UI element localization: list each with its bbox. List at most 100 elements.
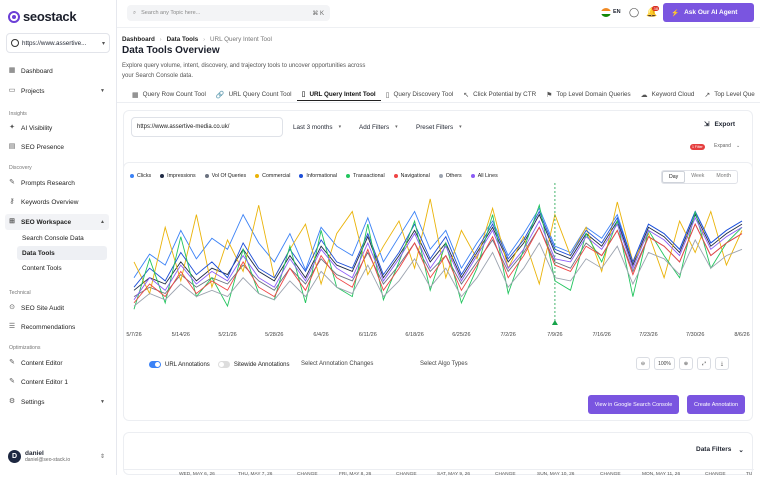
sidebar-item-dashboard[interactable]: ▦ Dashboard: [5, 63, 109, 79]
sidebar-subitem-content-tools[interactable]: Content Tools: [22, 264, 62, 272]
sidebar-item-content-editor-1[interactable]: ✎ Content Editor 1: [5, 374, 109, 390]
tab-label: URL Query Count Tool: [228, 91, 292, 98]
sidebar-item-label: Content Editor: [21, 359, 63, 367]
series-line-impressions[interactable]: [133, 213, 743, 291]
tab-url-query-intent[interactable]: ▯ URL Query Intent Tool: [296, 88, 381, 101]
help-chat-icon[interactable]: ◯: [629, 7, 640, 17]
bell-icon[interactable]: 🔔: [646, 7, 658, 17]
sidebar-item-ai-visibility[interactable]: ✦ AI Visibility: [5, 120, 109, 136]
create-annotation-button[interactable]: Create Annotation: [687, 395, 745, 414]
language-selector[interactable]: EN: [613, 9, 621, 15]
chart-icon: ▤: [8, 143, 16, 150]
section-header-technical: Technical: [9, 290, 31, 296]
annotation-changes-select[interactable]: Select Annotation Changes: [301, 361, 374, 367]
export-icon: ⇲: [704, 121, 710, 128]
sidebar-item-projects[interactable]: ▭ Projects ▼: [5, 83, 109, 99]
x-tick-label: 6/18/26: [405, 332, 423, 338]
sidebar-item-seo-presence[interactable]: ▤ SEO Presence: [5, 139, 109, 155]
chevron-down-icon: ⌄: [738, 447, 744, 454]
view-in-gsc-button[interactable]: View in Google Search Console: [588, 395, 679, 414]
tab-query-discovery[interactable]: ▯ Query Discovery Tool: [381, 88, 459, 101]
tab-click-potential[interactable]: ↖ Click Potential by CTR: [458, 88, 541, 101]
zoom-in-icon[interactable]: ⊕: [679, 357, 693, 370]
granularity-day[interactable]: Day: [662, 171, 686, 183]
doc-icon: ▯: [385, 91, 390, 99]
data-filters-button[interactable]: Data Filters ⌄: [696, 446, 744, 454]
legend-dot: [130, 174, 134, 178]
legend-item[interactable]: Informational: [299, 173, 337, 179]
tab-url-query-count[interactable]: 🔗 URL Query Count Tool: [211, 88, 297, 101]
fullscreen-icon[interactable]: ⤢: [697, 357, 711, 370]
tab-query-row-count[interactable]: ▦ Query Row Count Tool: [127, 88, 211, 101]
chevron-updown-icon: ⇕: [99, 453, 105, 460]
site-selector[interactable]: https://www.assertive... ▾: [6, 33, 110, 53]
legend-label: Others: [445, 173, 462, 179]
annotation-toggles: URL Annotations Sitewide Annotations: [149, 361, 290, 368]
zoom-out-icon[interactable]: ⊖: [636, 357, 650, 370]
series-line-navigational[interactable]: [133, 223, 743, 304]
line-chart[interactable]: 5/7/26 5/14/26 5/21/26 5/28/26 6/4/26 6/11/26…: [124, 163, 754, 353]
brand-logo[interactable]: seostack: [8, 9, 77, 24]
breadcrumb-dashboard[interactable]: Dashboard: [122, 36, 155, 43]
granularity-week[interactable]: Week: [691, 173, 705, 179]
tab-keyword-cloud[interactable]: ☁ Keyword Cloud: [636, 88, 700, 101]
url-annotations-toggle[interactable]: URL Annotations: [149, 361, 210, 368]
chevron-right-icon: ›: [159, 36, 162, 43]
series-line-vol-of-queries[interactable]: [133, 223, 743, 297]
dashboard-icon: ▦: [8, 67, 16, 74]
export-button[interactable]: ⇲ Export: [704, 120, 735, 129]
download-icon[interactable]: ⤓: [715, 357, 729, 370]
x-tick-label: 6/25/26: [452, 332, 470, 338]
series-line-commercial[interactable]: [133, 198, 743, 295]
sidebar-item-prompts-research[interactable]: ✎ Prompts Research: [5, 175, 109, 191]
series-line-all-lines[interactable]: [133, 216, 743, 301]
sidebar-subitem-data-tools[interactable]: Data Tools: [17, 246, 107, 260]
sidebar-item-content-editor[interactable]: ✎ Content Editor: [5, 355, 109, 371]
caret-down-icon: ▼: [100, 399, 105, 405]
sidebar-item-label: Content Editor 1: [21, 378, 68, 386]
legend-item[interactable]: Navigational: [393, 173, 430, 179]
zoom-level[interactable]: 100%: [654, 357, 675, 370]
sidebar-subitem-search-console-data[interactable]: Search Console Data: [22, 234, 84, 242]
sidebar-item-keywords-overview[interactable]: ⚷ Keywords Overview: [5, 194, 109, 210]
ask-ai-agent-button[interactable]: ⚡ Ask Our AI Agent: [663, 3, 754, 22]
tab-top-level-queries[interactable]: ↗ Top Level Que: [699, 88, 759, 101]
top-bar: ⌕ Search any Topic here... ⌘ K EN ◯ 🔔 38…: [117, 0, 760, 28]
x-tick-label: 6/4/26: [313, 332, 328, 338]
legend-item[interactable]: Others: [438, 173, 462, 179]
preset-filters-button[interactable]: Preset Filters ▾: [409, 117, 469, 137]
breadcrumb-data-tools[interactable]: Data Tools: [166, 36, 199, 43]
legend-item[interactable]: Impressions: [160, 173, 196, 179]
section-header-insights: Insights: [9, 111, 27, 117]
legend-item[interactable]: Commercial: [255, 173, 290, 179]
legend-label: Transactional: [353, 173, 385, 179]
user-menu[interactable]: D daniel daniel@seo-stack.io ⇕: [5, 444, 109, 468]
series-line-others[interactable]: [133, 238, 743, 307]
sidebar-item-settings[interactable]: ⚙ Settings ▼: [5, 394, 109, 410]
add-filters-button[interactable]: Add Filters ▾: [352, 117, 405, 137]
legend-item[interactable]: Clicks: [130, 173, 151, 179]
sidebar-item-seo-workspace[interactable]: ⊞ SEO Workspace ▲: [5, 214, 109, 230]
granularity-month[interactable]: Month: [716, 173, 731, 179]
sidebar-item-seo-site-audit[interactable]: ⊙ SEO Site Audit: [5, 300, 109, 316]
sitewide-annotations-toggle[interactable]: Sitewide Annotations: [217, 361, 290, 368]
sidebar-item-label: Prompts Research: [21, 179, 75, 187]
sidebar-item-recommendations[interactable]: ☰ Recommendations: [5, 319, 109, 335]
url-input[interactable]: https://www.assertive-media.co.uk/: [131, 117, 283, 137]
search-input[interactable]: ⌕ Search any Topic here... ⌘ K: [127, 5, 330, 21]
cloud-icon: ☁: [640, 91, 648, 99]
date-range-dropdown[interactable]: Last 3 months ▾: [286, 117, 348, 137]
legend-item[interactable]: All Lines: [470, 173, 498, 179]
sidebar-item-label: SEO Site Audit: [21, 304, 64, 312]
annotation-marker[interactable]: [551, 320, 558, 325]
filter-count-badge: 1 Filter: [690, 144, 705, 150]
tab-top-level-domain[interactable]: ⚑ Top Level Domain Queries: [541, 88, 635, 101]
pen-icon: ✎: [9, 179, 15, 186]
algo-types-select[interactable]: Select Algo Types: [420, 361, 468, 367]
india-flag-icon[interactable]: [601, 8, 611, 17]
legend-item[interactable]: Transactional: [346, 173, 385, 179]
series-line-informational[interactable]: [133, 210, 743, 288]
legend-item[interactable]: Vol Of Queries: [204, 173, 246, 179]
logo-mark-icon: [8, 10, 20, 23]
expand-toggle[interactable]: Expand ⌄: [714, 143, 740, 149]
